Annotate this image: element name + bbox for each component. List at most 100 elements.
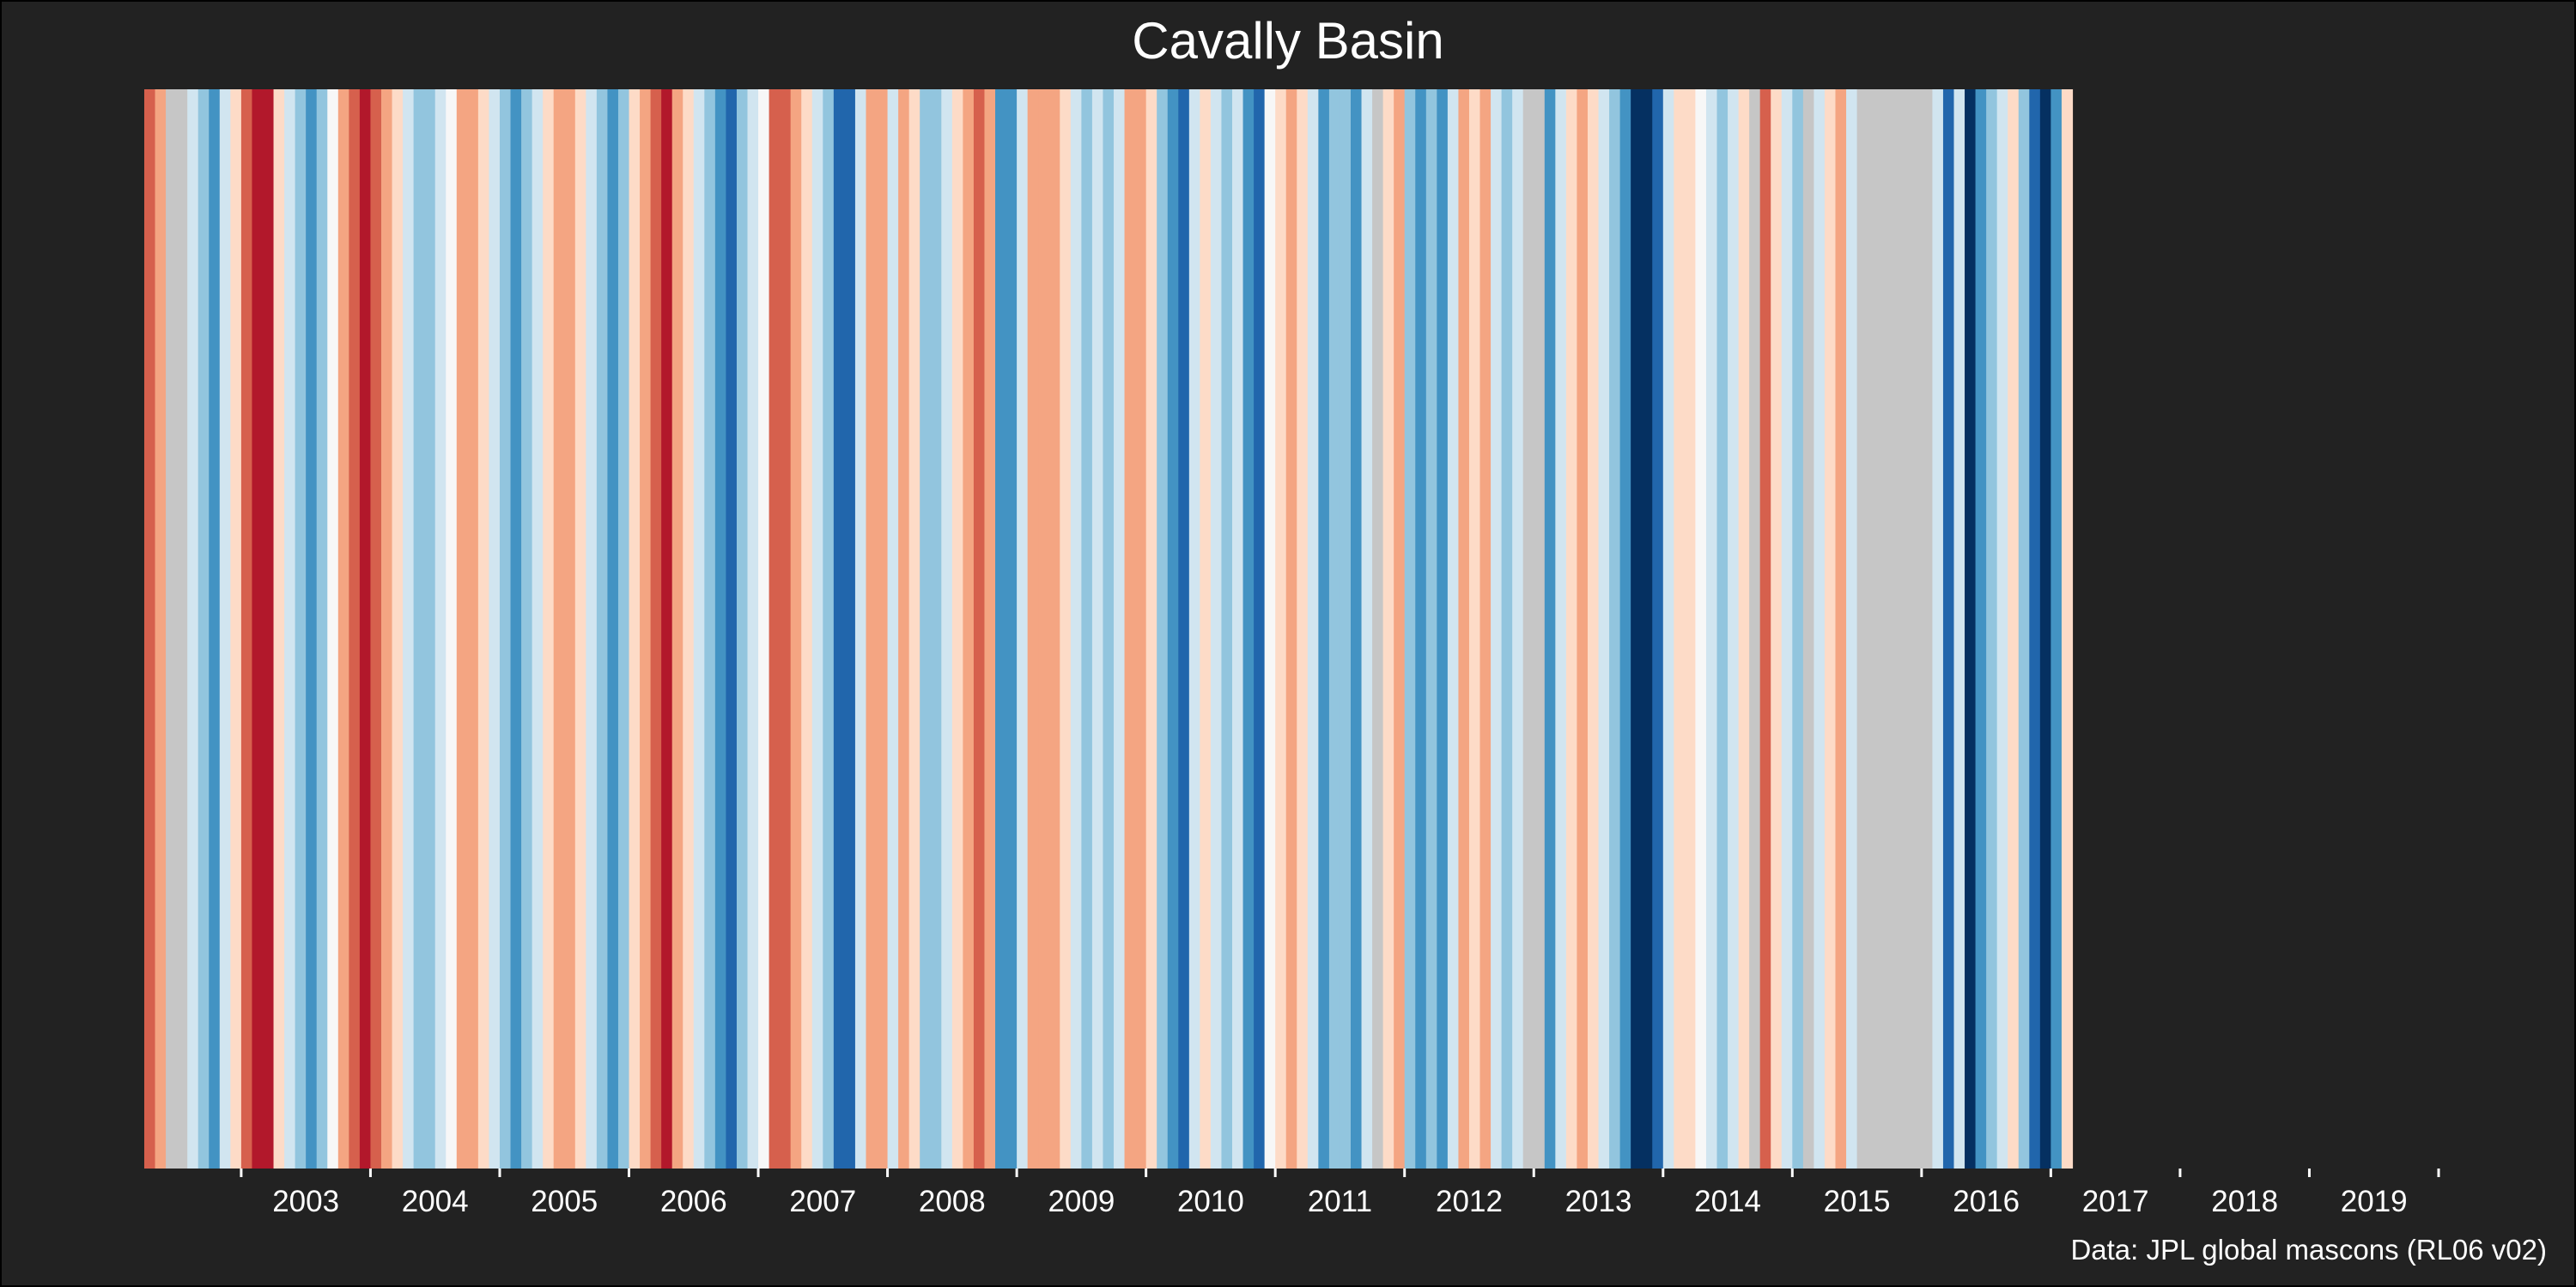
stripe-2012-12 xyxy=(1522,89,1546,1169)
stripe-2010-02 xyxy=(1157,89,1169,1169)
stripe-2008-08 xyxy=(963,89,975,1169)
stripe-2014-10 xyxy=(1759,89,1771,1169)
stripe-2006-04 xyxy=(661,89,673,1169)
stripe-2015-07 xyxy=(1856,89,1933,1169)
stripe-2013-08 xyxy=(1609,89,1621,1169)
stripe-2002-10 xyxy=(209,89,221,1169)
stripe-2014-08 xyxy=(1738,89,1750,1169)
stripe-2007-05 xyxy=(801,89,813,1169)
x-tick-label-2008: 2008 xyxy=(919,1185,986,1218)
x-tick-label-2012: 2012 xyxy=(1436,1185,1503,1218)
stripe-2013-12 xyxy=(1652,89,1664,1169)
stripe-2006-11 xyxy=(736,89,749,1169)
stripe-2010-09 xyxy=(1232,89,1244,1169)
stripe-2004-02 xyxy=(380,89,393,1169)
stripe-2009-05 xyxy=(1060,89,1072,1169)
stripe-2012-08 xyxy=(1479,89,1492,1169)
stripe-2005-06 xyxy=(553,89,576,1169)
stripe-2009-11 xyxy=(1124,89,1147,1169)
stripe-2005-03 xyxy=(521,89,533,1169)
stripe-2011-08 xyxy=(1351,89,1363,1169)
stripe-2013-09 xyxy=(1619,89,1631,1169)
stripe-2009-03 xyxy=(1038,89,1060,1169)
stripe-2003-02 xyxy=(252,89,275,1169)
stripe-2005-04 xyxy=(532,89,544,1169)
x-tick-label-2015: 2015 xyxy=(1824,1185,1891,1218)
stripe-2003-10 xyxy=(337,89,349,1169)
stripe-2005-05 xyxy=(543,89,555,1169)
x-tick-label-2018: 2018 xyxy=(2211,1185,2278,1218)
x-tick-label-2007: 2007 xyxy=(789,1185,856,1218)
stripe-2004-09 xyxy=(456,89,479,1169)
stripe-2011-09 xyxy=(1361,89,1373,1169)
stripe-2010-12 xyxy=(1264,89,1276,1169)
stripe-2006-07 xyxy=(693,89,705,1169)
stripe-2005-02 xyxy=(510,89,522,1169)
stripe-2008-07 xyxy=(951,89,963,1169)
stripe-2008-09 xyxy=(973,89,986,1169)
stripe-2009-01 xyxy=(1017,89,1029,1169)
stripe-2012-11 xyxy=(1512,89,1524,1169)
x-axis: 2003 2004 2005 2006 2007 2008 2009 2010 2011 2012… xyxy=(240,1169,2440,1218)
stripe-2006-03 xyxy=(650,89,662,1169)
stripe-2011-03 xyxy=(1297,89,1309,1169)
stripe-2003-06 xyxy=(295,89,307,1169)
stripe-2012-04 xyxy=(1437,89,1449,1169)
stripe-2006-02 xyxy=(640,89,652,1169)
stripe-2012-06 xyxy=(1458,89,1470,1169)
stripe-2009-08 xyxy=(1091,89,1104,1169)
stripe-2010-11 xyxy=(1254,89,1266,1169)
stripe-2008-06 xyxy=(941,89,953,1169)
stripe-2016-11 xyxy=(2029,89,2041,1169)
stripe-2002-05 xyxy=(155,89,167,1169)
stripe-2007-08 xyxy=(833,89,856,1169)
stripe-2002-11 xyxy=(219,89,231,1169)
stripe-2007-01 xyxy=(758,89,770,1169)
stripe-2011-10 xyxy=(1372,89,1384,1169)
stripe-2004-11 xyxy=(477,89,490,1169)
stripe-2002-08 xyxy=(187,89,199,1169)
x-tick-label-2011: 2011 xyxy=(1308,1185,1372,1218)
stripe-2009-09 xyxy=(1103,89,1115,1169)
stripe-2004-03 xyxy=(392,89,404,1169)
stripe-2009-07 xyxy=(1081,89,1093,1169)
stripe-2005-11 xyxy=(607,89,619,1169)
stripe-2003-09 xyxy=(327,89,339,1169)
stripe-2014-12 xyxy=(1781,89,1793,1169)
stripe-2011-01 xyxy=(1275,89,1287,1169)
stripe-2015-04 xyxy=(1824,89,1837,1169)
stripe-2002-04 xyxy=(144,89,156,1169)
stripe-2012-05 xyxy=(1447,89,1460,1169)
stripe-2014-02 xyxy=(1674,89,1697,1169)
x-tick-label-2016: 2016 xyxy=(1953,1185,2020,1218)
stripe-2010-04 xyxy=(1178,89,1190,1169)
stripe-2007-07 xyxy=(823,89,835,1169)
stripe-2005-12 xyxy=(617,89,630,1169)
stripe-2011-02 xyxy=(1285,89,1297,1169)
stripe-2003-07 xyxy=(306,89,318,1169)
stripe-2005-01 xyxy=(499,89,512,1169)
stripe-2003-08 xyxy=(316,89,328,1169)
x-tick-label-2005: 2005 xyxy=(531,1185,598,1218)
stripe-2015-03 xyxy=(1814,89,1826,1169)
stripe-2003-05 xyxy=(284,89,296,1169)
stripe-2013-10 xyxy=(1631,89,1653,1169)
x-tick-label-2014: 2014 xyxy=(1694,1185,1761,1218)
stripe-2010-07 xyxy=(1210,89,1223,1169)
stripe-2003-11 xyxy=(349,89,361,1169)
stripe-2012-07 xyxy=(1468,89,1481,1169)
x-tick-label-2009: 2009 xyxy=(1048,1185,1115,1218)
stripe-2013-03 xyxy=(1555,89,1567,1169)
stripe-2011-04 xyxy=(1307,89,1319,1169)
stripe-2008-11 xyxy=(995,89,1018,1169)
stripe-2005-08 xyxy=(574,89,586,1169)
x-tick-label-2003: 2003 xyxy=(272,1185,339,1218)
stripe-2008-04 xyxy=(920,89,942,1169)
stripe-2004-01 xyxy=(370,89,382,1169)
stripe-2012-01 xyxy=(1404,89,1416,1169)
stripe-2016-09 xyxy=(2008,89,2020,1169)
stripe-2013-04 xyxy=(1565,89,1578,1169)
stripe-2007-02 xyxy=(769,89,792,1169)
stripe-2007-04 xyxy=(790,89,802,1169)
